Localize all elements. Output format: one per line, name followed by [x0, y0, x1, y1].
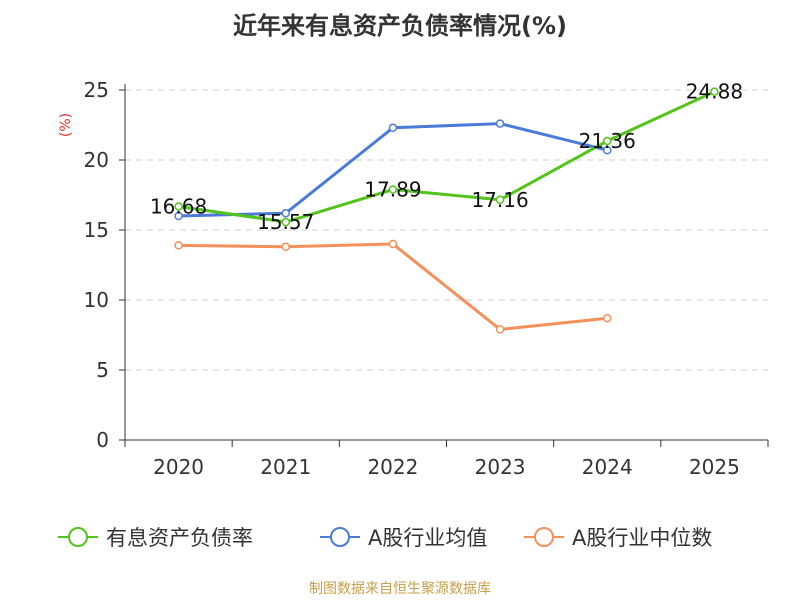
x-tick-label: 2021 [260, 455, 311, 479]
grid-lines [125, 89, 768, 371]
y-tick-label: 15 [84, 218, 109, 242]
data-point [174, 241, 183, 250]
chart-title: 近年来有息资产负债率情况(%) [233, 12, 567, 40]
legend-swatch-marker [330, 527, 350, 547]
y-tick-label: 25 [84, 78, 109, 102]
legend-swatch-marker [68, 527, 88, 547]
data-point [603, 136, 612, 146]
data-source-note: 制图数据来自恒生聚源数据库 [309, 581, 491, 597]
data-labels: 16.68 15.57 17.89 17.16 21.36 24.88 [150, 80, 743, 234]
x-tick-label: 2025 [689, 455, 740, 479]
data-point [495, 195, 505, 205]
x-tick-label: 2023 [475, 455, 526, 479]
y-tick-label: 20 [84, 148, 109, 172]
data-label: 21.36 [579, 129, 636, 153]
x-tick-label: 2024 [582, 455, 633, 479]
data-point [281, 217, 290, 227]
data-label: 24.88 [686, 80, 743, 104]
data-point [495, 325, 505, 334]
data-label: 17.16 [471, 188, 528, 212]
data-point [710, 87, 719, 96]
x-tick-label: 2022 [367, 455, 418, 479]
data-point [603, 313, 612, 323]
data-point [495, 119, 505, 128]
data-point [388, 123, 398, 133]
data-point [174, 202, 183, 211]
data-point [281, 242, 290, 252]
legend-label: A股行业均值 [368, 526, 487, 550]
data-label: 17.89 [364, 178, 421, 202]
legend-label: A股行业中位数 [572, 526, 712, 550]
data-label: 15.57 [257, 210, 314, 234]
data-point [174, 211, 183, 221]
y-tick-label: 0 [96, 428, 109, 452]
data-point [603, 145, 612, 155]
series-line [178, 242, 608, 331]
series-line [178, 122, 608, 218]
series-line [178, 90, 716, 224]
legend-swatch-marker [534, 527, 554, 547]
data-label: 16.68 [150, 194, 207, 218]
y-tick-label: 10 [84, 288, 109, 312]
y-axis-label: (%) [58, 113, 74, 137]
series-lines [174, 87, 719, 334]
x-tick-label: 2020 [153, 455, 204, 479]
data-point [388, 239, 398, 249]
data-point [281, 208, 290, 218]
legend: 有息资产负债率 A股行业均值 A股行业中位数 [58, 526, 712, 550]
legend-label: 有息资产负债率 [106, 526, 253, 550]
y-tick-label: 5 [96, 358, 109, 382]
data-point [388, 185, 398, 194]
